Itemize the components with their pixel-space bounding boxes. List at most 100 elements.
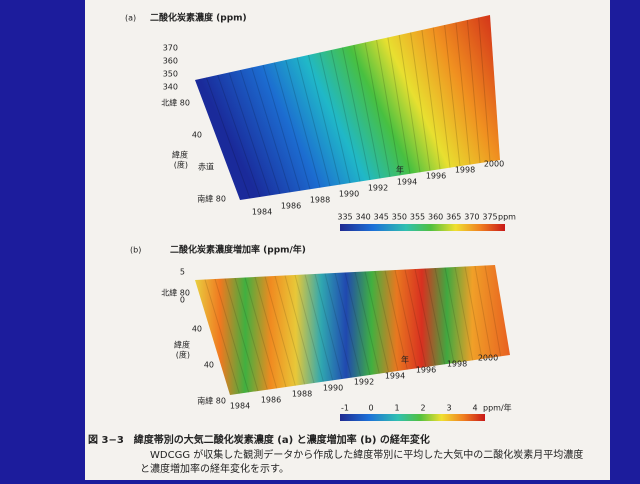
lat-tick-label: 南緯 80 [197, 194, 226, 204]
colorbar [340, 414, 485, 421]
year-tick-label: 1984 [230, 402, 250, 411]
z-tick-label: 5 [180, 268, 185, 277]
ridge [314, 273, 343, 380]
year-tick-label: 1994 [385, 372, 405, 381]
ridge [364, 271, 390, 373]
ridge [344, 272, 371, 376]
ridge [264, 276, 296, 386]
z-tick-label: 370 [163, 44, 178, 53]
colorbar-tick-label: 360 [428, 213, 443, 222]
colorbar-tick-label: 375 [482, 213, 497, 222]
colorbar-tick-label: 2 [420, 404, 425, 413]
ridge [204, 279, 240, 394]
ridge [484, 265, 502, 357]
ridge [324, 273, 352, 378]
ridge [334, 272, 362, 377]
surface [195, 15, 500, 200]
ridge [307, 54, 341, 185]
ridge [217, 74, 261, 198]
colorbar-tick-label: 0 [368, 404, 373, 413]
ridge [394, 269, 418, 369]
lat-axis-label: (度) [174, 160, 188, 170]
ridges [204, 265, 502, 394]
ridge [244, 277, 278, 389]
ridge [432, 27, 451, 168]
ridge [274, 275, 306, 385]
year-tick-label: 1986 [281, 202, 301, 211]
panel-title: 二酸化炭素濃度増加率 (ppm/年) [170, 244, 306, 256]
colorbar-tick-label: 355 [410, 213, 425, 222]
ridge [224, 278, 259, 392]
z-tick-label: 350 [163, 70, 178, 79]
lat-tick-label: 40 [192, 325, 202, 334]
z-tick-label: 360 [163, 57, 178, 66]
ridge [285, 59, 321, 188]
ridge [434, 267, 455, 364]
ridge [387, 37, 411, 174]
caption-body: WDCGG が収集した観測データから作成した緯度帯別に平均した大気中の二酸化炭素… [150, 448, 583, 461]
ridge [304, 274, 334, 381]
lat-tick-label: 赤道 [198, 162, 214, 172]
year-axis-label: 年 [396, 165, 404, 175]
year-tick-label: 1998 [455, 166, 475, 175]
colorbar-unit: ppm [498, 213, 516, 222]
ridge [478, 17, 491, 162]
ridge [364, 42, 391, 178]
year-axis-label: 年 [401, 355, 409, 365]
ridge [214, 278, 250, 393]
ridge [353, 44, 381, 179]
ridge [273, 62, 311, 190]
year-tick-label: 1998 [447, 360, 467, 369]
panel-title: 二酸化炭素濃度 (ppm) [150, 12, 247, 24]
ridge [444, 267, 464, 362]
ridge [474, 265, 492, 358]
ridge [384, 270, 408, 370]
ridge [262, 64, 301, 191]
ridge [444, 24, 461, 167]
year-tick-label: 1990 [323, 384, 343, 393]
z-tick-label: 340 [163, 83, 178, 92]
colorbar-tick-label: 340 [355, 213, 370, 222]
year-tick-label: 1986 [261, 396, 281, 405]
ridge [455, 22, 471, 165]
lat-tick-label: 北緯 80 [161, 98, 190, 108]
ridge [294, 274, 324, 382]
ridge [404, 269, 427, 368]
year-tick-label: 1990 [339, 190, 359, 199]
ridge [414, 268, 436, 366]
ridge [354, 271, 380, 374]
ridge [374, 270, 399, 372]
ridge [254, 276, 287, 388]
ridge [251, 67, 291, 193]
ridge [454, 266, 474, 361]
ridge [398, 34, 421, 173]
lat-axis-label: 緯度 [174, 340, 190, 350]
ridge [410, 32, 431, 171]
year-tick-label: 2000 [484, 160, 504, 169]
year-tick-label: 1996 [426, 172, 446, 181]
lat-tick-label: 南緯 80 [197, 396, 226, 406]
ridge [319, 52, 351, 184]
year-tick-label: 1988 [310, 196, 330, 205]
lat-tick-label: 40 [192, 131, 202, 140]
caption-body: と濃度増加率の経年変化を示す。 [140, 462, 289, 475]
year-tick-label: 1994 [397, 178, 417, 187]
caption-title: 図 3−3 緯度帯別の大気二酸化炭素濃度 (a) と濃度増加率 (b) の経年変… [88, 433, 430, 446]
ridge [424, 268, 446, 365]
lat-tick-label: 40 [204, 361, 214, 370]
colorbar-tick-label: 365 [446, 213, 461, 222]
ridge [421, 29, 441, 170]
lat-tick-label: 北緯 80 [161, 288, 190, 298]
lat-axis-label: (度) [176, 350, 190, 360]
colorbar-tick-label: 370 [464, 213, 479, 222]
ridge [376, 39, 401, 176]
year-tick-label: 2000 [478, 354, 498, 363]
colorbar-tick-label: 345 [374, 213, 389, 222]
ridge [330, 49, 361, 182]
ridge [234, 277, 268, 390]
colorbar-tick-label: 4 [472, 404, 477, 413]
year-tick-label: 1992 [368, 184, 388, 193]
colorbar-tick-label: 1 [394, 404, 399, 413]
year-tick-label: 1984 [252, 208, 272, 217]
